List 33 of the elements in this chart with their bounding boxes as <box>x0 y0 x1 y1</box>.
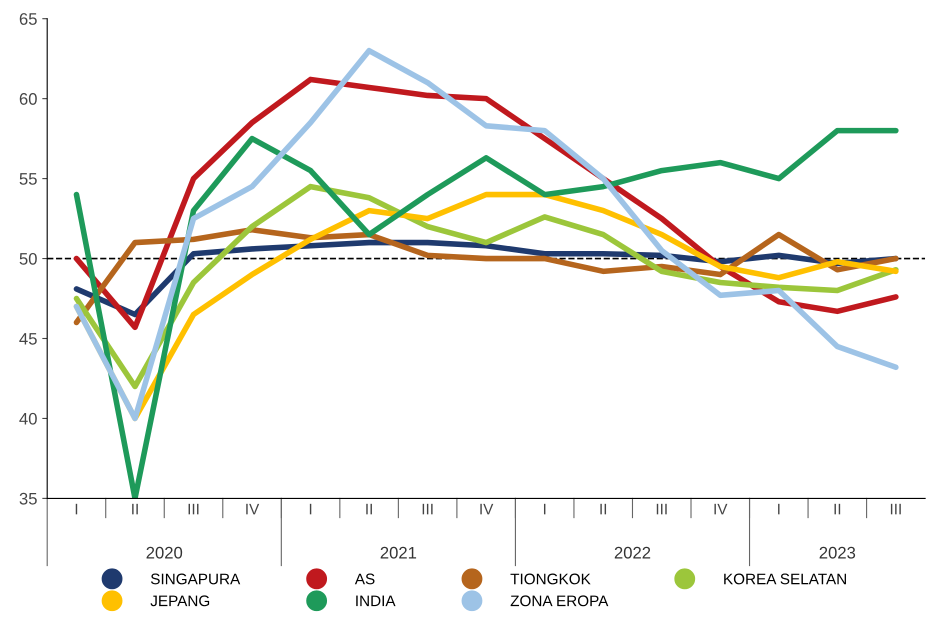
legend-label: AS <box>354 574 375 584</box>
x-tick-label: I <box>310 504 312 514</box>
legend-label: KOREA SELATAN <box>724 574 846 584</box>
x-tick-label: III <box>656 504 667 514</box>
x-tick-label: III <box>422 504 433 514</box>
y-tick-label: 60 <box>20 93 37 105</box>
x-tick-label: IV <box>480 504 494 514</box>
text: 2020 <box>146 546 182 559</box>
x-tick-label: I <box>544 504 546 514</box>
legend-label: TIONGKOK <box>510 574 591 584</box>
y-tick-label: 55 <box>20 173 37 185</box>
x-tick-label: II <box>600 504 606 514</box>
y-tick-label: 40 <box>19 412 37 425</box>
legend-label: ZONA EROPA <box>510 595 608 606</box>
x-tick-label: II <box>834 504 840 514</box>
x-tick-label: III <box>890 504 901 514</box>
legend-label: INDIA <box>356 596 396 606</box>
y-tick-label: 35 <box>20 492 37 505</box>
text: 2023 <box>820 546 856 559</box>
x-tick-label: III <box>188 504 198 514</box>
x-tick-label: II <box>132 504 138 514</box>
y-tick-label: 45 <box>19 333 37 345</box>
x-tick-label: IV <box>246 504 260 514</box>
x-tick-label: I <box>778 504 780 514</box>
legend-label: SINGAPURA <box>150 574 240 584</box>
legend-label: JEPANG <box>150 595 210 606</box>
x-tick-label: I <box>76 504 78 514</box>
text: 2022 <box>614 546 650 559</box>
text: 2021 <box>380 546 416 559</box>
x-tick-label: II <box>366 504 372 514</box>
y-tick-label: 65 <box>20 13 37 25</box>
x-tick-label: IV <box>714 504 728 514</box>
y-tick-label: 50 <box>20 252 37 265</box>
